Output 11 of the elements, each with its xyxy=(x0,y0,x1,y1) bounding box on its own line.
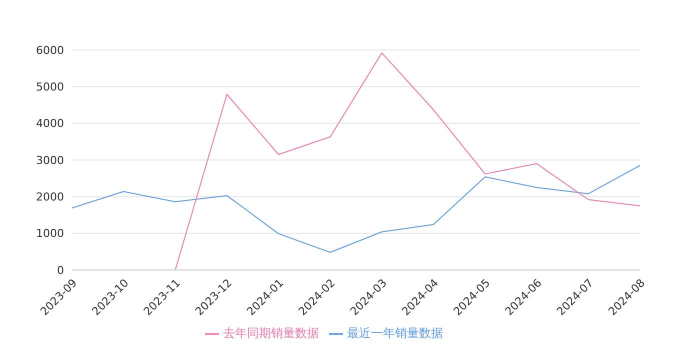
y-tick-label: 1000 xyxy=(36,227,64,240)
y-tick-label: 2000 xyxy=(36,190,64,204)
y-tick-label: 5000 xyxy=(36,80,64,94)
legend-label: 去年同期销量数据 xyxy=(223,326,319,340)
line-series xyxy=(72,165,640,253)
line-series xyxy=(174,52,640,270)
y-tick-label: 6000 xyxy=(36,44,64,57)
y-tick-label: 0 xyxy=(57,264,64,277)
y-tick-label: 4000 xyxy=(36,117,64,130)
legend-label: 最近一年销量数据 xyxy=(347,326,443,340)
y-tick-label: 3000 xyxy=(36,154,64,167)
